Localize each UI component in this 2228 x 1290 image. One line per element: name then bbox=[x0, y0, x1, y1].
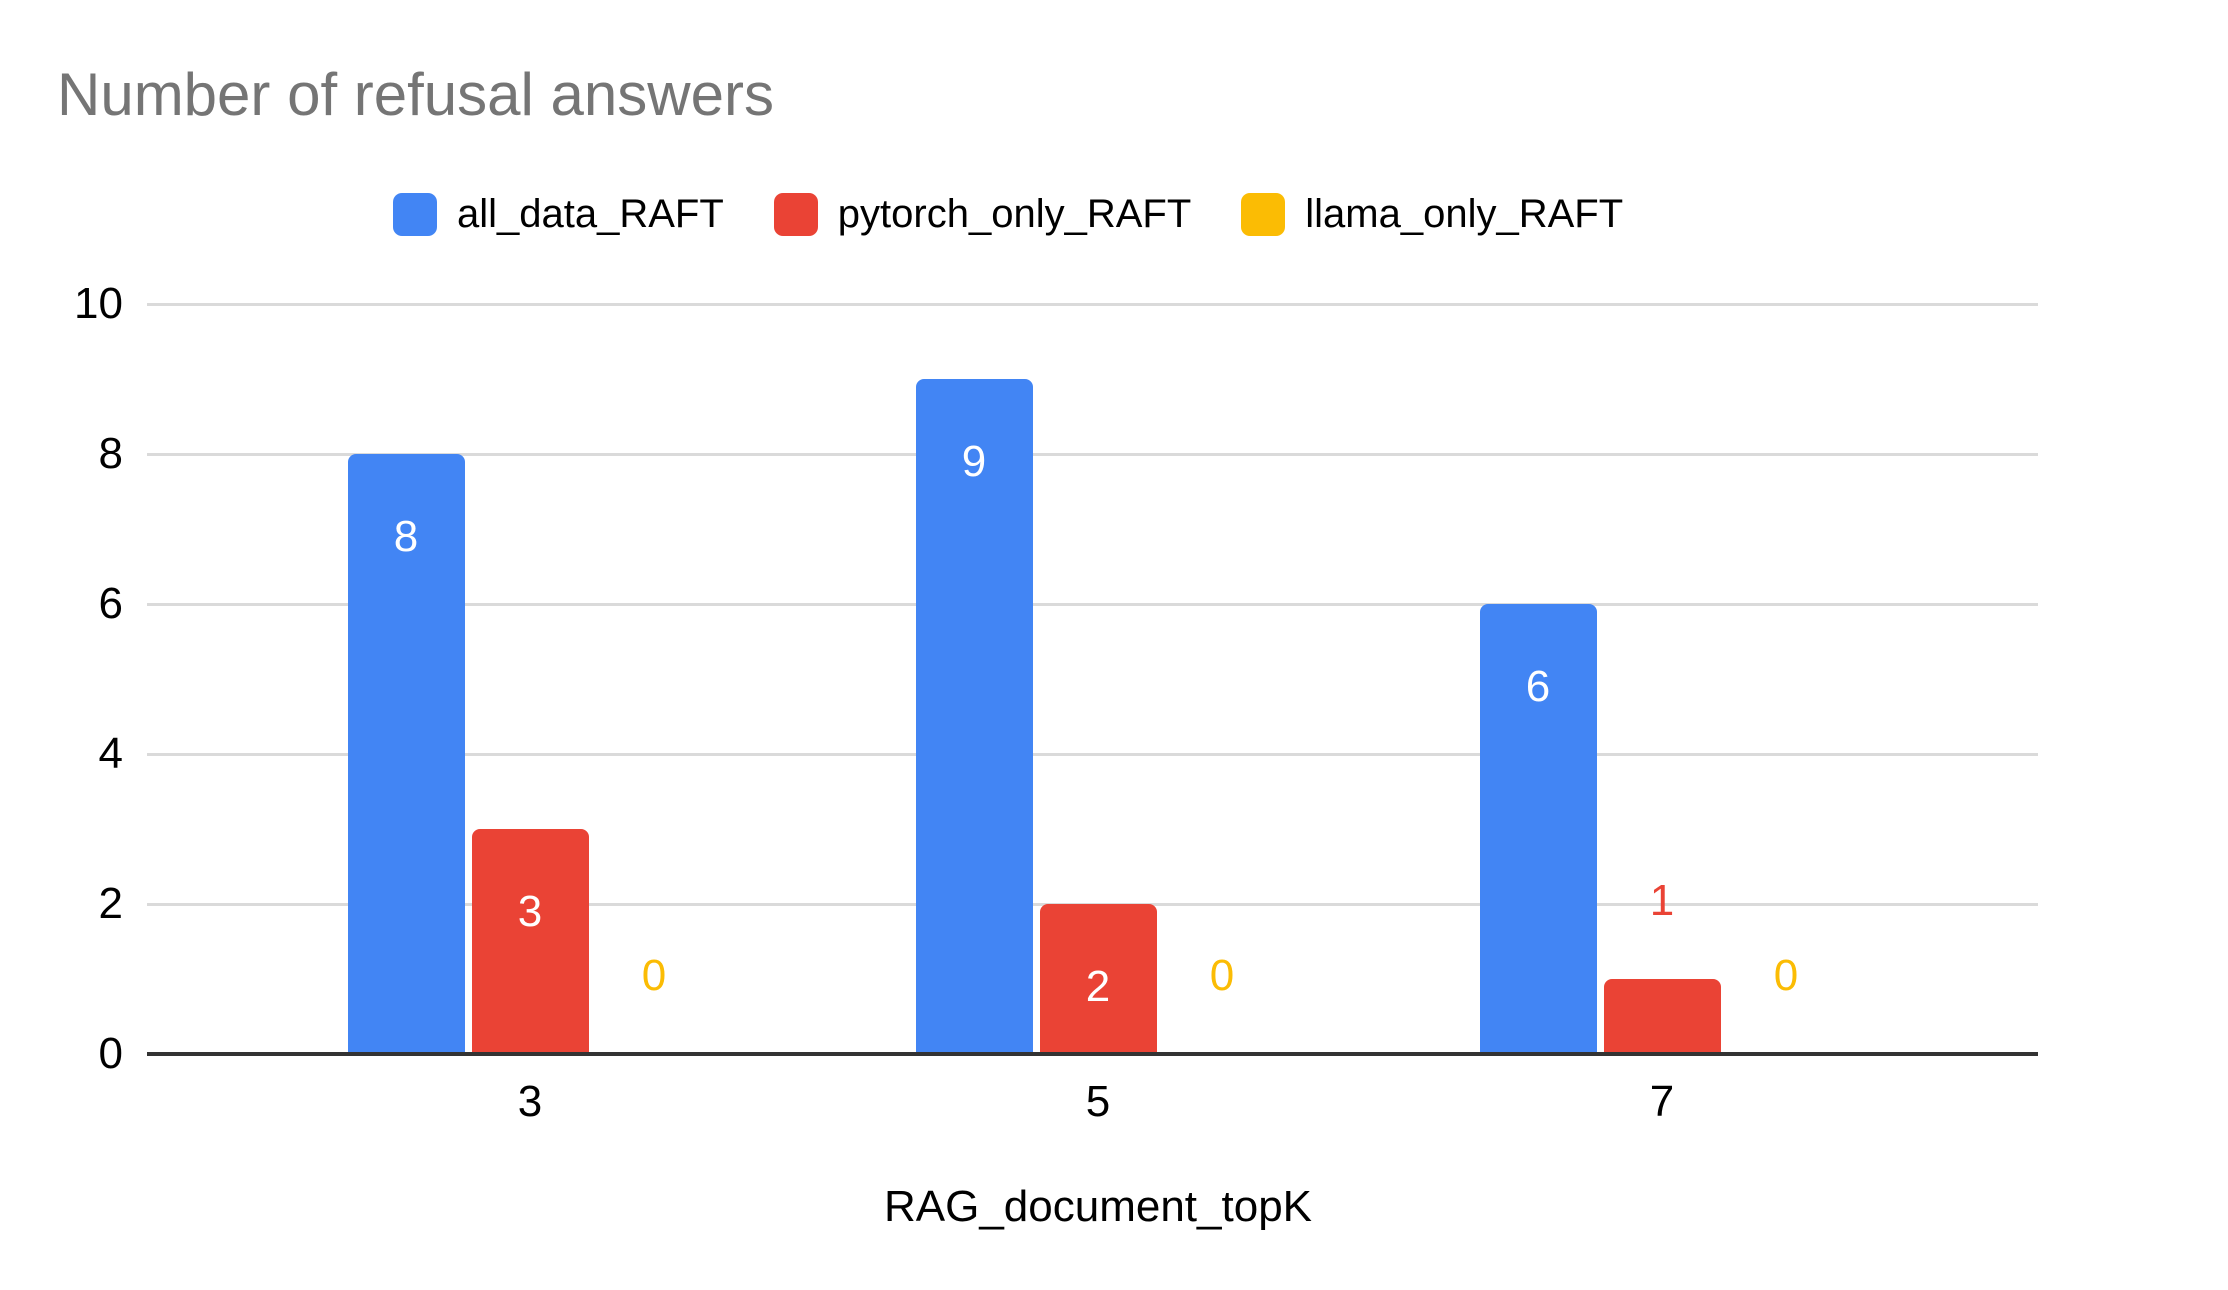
legend-label-llama-only-raft: llama_only_RAFT bbox=[1305, 192, 1624, 236]
legend-swatch-llama-only-raft bbox=[1241, 192, 1286, 236]
gridline bbox=[147, 603, 2038, 606]
legend-item-llama-only-raft: llama_only_RAFT bbox=[1241, 190, 1623, 238]
bar-value-label: 0 bbox=[641, 951, 667, 1000]
y-axis-tick-label: 0 bbox=[98, 1029, 123, 1078]
legend-swatch-all-data-raft bbox=[393, 192, 437, 236]
bar-pytorch_only_RAFT-topk-3 bbox=[471, 829, 589, 1054]
gridline bbox=[147, 753, 2038, 756]
y-axis-tick-label: 10 bbox=[74, 279, 123, 328]
bar-pytorch_only_RAFT-topk-5 bbox=[1039, 904, 1157, 1054]
legend-item-pytorch-only-raft: pytorch_only_RAFT bbox=[773, 190, 1192, 238]
bar-pytorch_only_RAFT-topk-7 bbox=[1603, 979, 1721, 1054]
gridline bbox=[147, 453, 2038, 456]
x-axis-baseline bbox=[147, 1052, 2038, 1056]
y-axis-tick-label: 6 bbox=[98, 579, 123, 628]
bar-value-label: 0 bbox=[1209, 951, 1235, 1000]
bar-value-label: 1 bbox=[1649, 876, 1675, 925]
bar-value-label: 3 bbox=[517, 887, 543, 936]
x-tick-label: 5 bbox=[1085, 1077, 1111, 1126]
bar-value-label: 9 bbox=[961, 437, 987, 486]
bar-value-label: 8 bbox=[393, 512, 419, 561]
bar-all_data_RAFT-topk-5 bbox=[915, 379, 1033, 1054]
bar-value-label: 0 bbox=[1773, 951, 1799, 1000]
bar-all_data_RAFT-topk-3 bbox=[347, 454, 465, 1054]
x-tick-label: 7 bbox=[1649, 1077, 1675, 1126]
bar-value-label: 2 bbox=[1085, 962, 1111, 1011]
y-axis-tick-label: 8 bbox=[98, 429, 123, 478]
x-axis-title: RAG_document_topK bbox=[883, 1182, 1313, 1231]
legend-swatch-pytorch-only-raft bbox=[773, 192, 818, 236]
chart-title: Number of refusal answers bbox=[57, 61, 774, 128]
legend-label-pytorch-only-raft: pytorch_only_RAFT bbox=[837, 192, 1192, 236]
y-axis-tick-label: 4 bbox=[98, 729, 123, 778]
legend: all_data_RAFT pytorch_only_RAFT llama_on… bbox=[393, 190, 1623, 238]
x-tick-label: 3 bbox=[517, 1077, 543, 1126]
y-axis-tick-label: 2 bbox=[98, 879, 123, 928]
bar-all_data_RAFT-topk-7 bbox=[1479, 604, 1597, 1054]
legend-label-all-data-raft: all_data_RAFT bbox=[457, 192, 724, 236]
legend-item-all-data-raft: all_data_RAFT bbox=[393, 190, 724, 238]
plot-area: 8 3 0 3 9 2 0 5 6 1 0 7 bbox=[147, 303, 2038, 1126]
bar-value-label: 6 bbox=[1525, 662, 1551, 711]
gridline bbox=[147, 303, 2038, 306]
